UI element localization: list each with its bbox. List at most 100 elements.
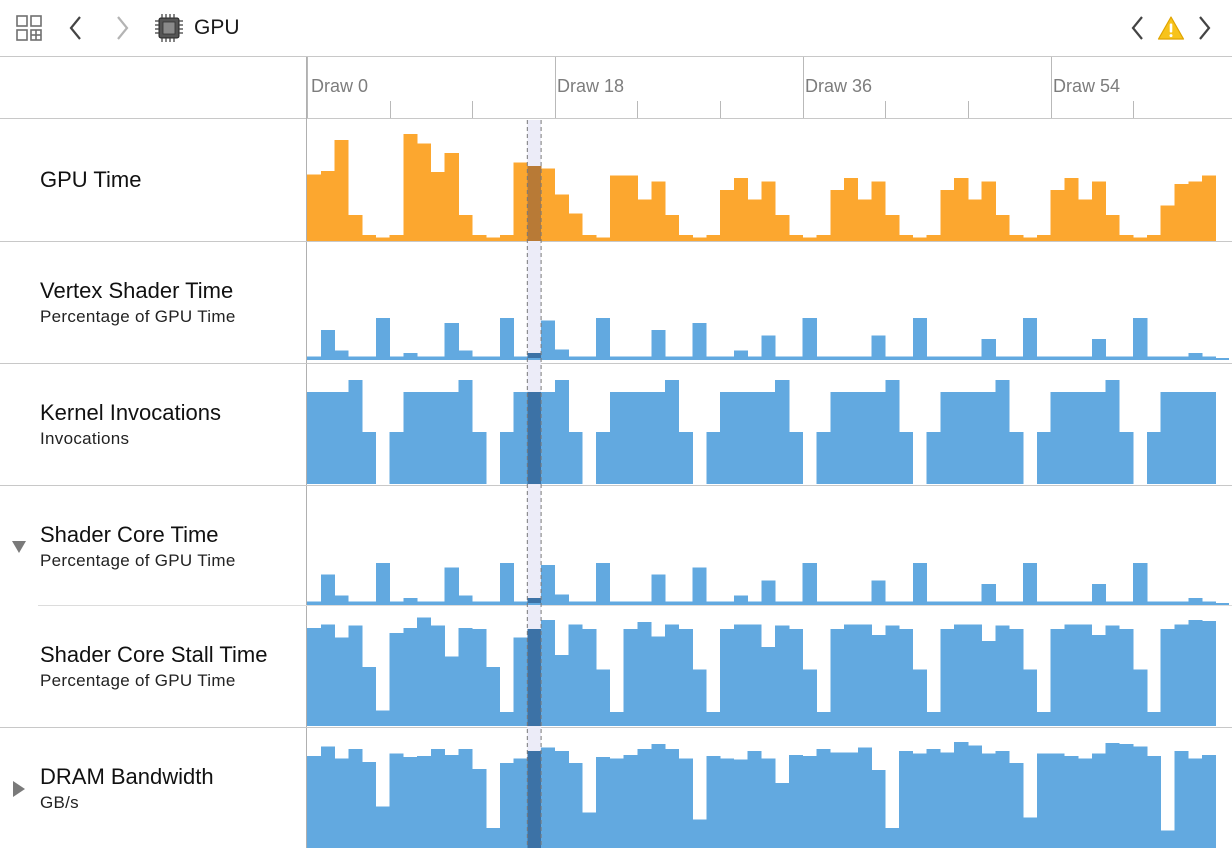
track-dram-bandwidth[interactable]: DRAM Bandwidth GB/s (0, 728, 306, 848)
bar (954, 391, 969, 484)
bar (403, 597, 418, 605)
disclosure-expanded-icon[interactable] (11, 540, 27, 554)
bar (651, 744, 666, 848)
ruler-tick (472, 101, 474, 118)
bar (403, 391, 418, 484)
bar (885, 827, 900, 848)
bar (637, 622, 652, 726)
bar (926, 748, 941, 848)
timeline-ruler[interactable]: Draw 0 Draw 18 Draw 36 Draw 54 (0, 57, 1232, 119)
track-separator (0, 485, 1232, 486)
bar (967, 391, 983, 484)
bar (761, 580, 776, 605)
bar (568, 356, 583, 360)
bar (1119, 432, 1134, 484)
bar (307, 391, 322, 484)
bar (747, 391, 762, 484)
back-chevron-icon[interactable] (62, 0, 90, 56)
bar (320, 329, 335, 360)
bar (830, 752, 845, 848)
bar (458, 628, 473, 726)
bar (307, 755, 322, 848)
ruler-tick (967, 101, 969, 118)
forward-chevron-icon[interactable] (108, 0, 136, 56)
bar (830, 356, 845, 360)
bar (320, 746, 335, 848)
bar (307, 174, 322, 241)
bar (554, 751, 569, 848)
bar (334, 350, 349, 360)
ruler-tick (1050, 57, 1052, 118)
bar (747, 356, 762, 360)
bar (871, 770, 886, 848)
ruler-tick (802, 57, 804, 118)
bar (857, 624, 872, 726)
bar (665, 356, 680, 360)
bar (1174, 624, 1189, 726)
bar (389, 432, 404, 484)
bar (513, 758, 528, 848)
bar (444, 567, 459, 605)
bar (513, 162, 528, 241)
bar (912, 753, 927, 848)
bar (568, 763, 583, 848)
track-shader-core-stall-time[interactable]: Shader Core Stall Time Percentage of GPU… (0, 606, 306, 727)
bar (1160, 629, 1175, 726)
bar (1050, 189, 1065, 241)
bar (747, 624, 762, 726)
warning-icon[interactable] (1156, 0, 1186, 56)
bar (430, 171, 445, 241)
bar (857, 747, 872, 848)
bar (1078, 758, 1093, 848)
ruler-tick (885, 101, 887, 118)
bar (1202, 620, 1217, 726)
bar (844, 752, 859, 848)
bar (375, 710, 390, 726)
bar (1105, 380, 1120, 484)
track-title: Shader Core Time (40, 522, 219, 547)
bar (541, 619, 556, 726)
bar (1160, 830, 1175, 848)
bar (1105, 742, 1120, 848)
previous-issue-chevron-icon[interactable] (1124, 0, 1152, 56)
bar (720, 391, 735, 484)
disclosure-collapsed-icon[interactable] (11, 780, 27, 798)
bar (1174, 356, 1189, 360)
bar (1023, 817, 1038, 848)
bar (926, 711, 941, 726)
bar (912, 318, 927, 360)
ruler-label: Draw 18 (557, 76, 625, 96)
track-kernel-invocations[interactable]: Kernel Invocations Invocations (0, 364, 306, 485)
bar (775, 356, 790, 360)
bar (1133, 318, 1148, 360)
bar (1146, 356, 1162, 360)
track-shader-core-time[interactable]: Shader Core Time Percentage of GPU Time (0, 486, 306, 606)
grid-view-icon[interactable] (14, 0, 44, 56)
ruler-label: Draw 54 (1053, 76, 1121, 96)
bar (403, 628, 418, 726)
bar (472, 629, 487, 726)
gpu-title: GPU (194, 16, 240, 39)
bar (1105, 356, 1120, 360)
bar (871, 181, 886, 241)
bar (1036, 711, 1051, 726)
bar (1202, 391, 1217, 484)
bar (596, 432, 611, 484)
ruler-tick (1133, 101, 1135, 118)
bar (940, 752, 955, 848)
bar (844, 177, 859, 241)
label-column-divider[interactable] (306, 57, 307, 848)
gpu-chip-icon (153, 0, 185, 56)
track-vertex-shader-time[interactable]: Vertex Shader Time Percentage of GPU Tim… (0, 242, 306, 363)
bar (761, 181, 776, 241)
bar (1091, 753, 1106, 848)
track-separator (0, 363, 1232, 364)
track-gpu-time[interactable]: GPU Time (0, 120, 306, 241)
bar (375, 318, 390, 360)
bar (582, 629, 597, 726)
bar (720, 629, 735, 726)
bar (430, 391, 445, 484)
bar (348, 356, 363, 360)
next-issue-chevron-icon[interactable] (1190, 0, 1218, 56)
bar (761, 646, 776, 726)
